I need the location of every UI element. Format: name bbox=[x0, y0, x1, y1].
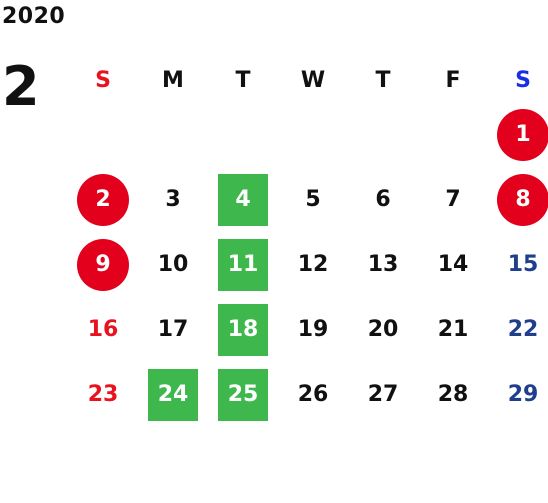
calendar-day-saturday[interactable]: 22 bbox=[488, 297, 548, 362]
day-number: 15 bbox=[507, 252, 539, 277]
day-number: 20 bbox=[367, 317, 399, 342]
day-number: 27 bbox=[367, 382, 399, 407]
day-number: 11 bbox=[218, 238, 268, 291]
calendar-empty-cell bbox=[208, 102, 278, 167]
calendar-day-monday[interactable]: 17 bbox=[138, 297, 208, 362]
day-number: 26 bbox=[297, 382, 329, 407]
calendar-day-monday[interactable]: 10 bbox=[138, 232, 208, 297]
calendar-day-wednesday[interactable]: 26 bbox=[278, 362, 348, 427]
calendar-day-thursday[interactable]: 6 bbox=[348, 167, 418, 232]
calendar-day-friday[interactable]: 14 bbox=[418, 232, 488, 297]
day-number: 22 bbox=[507, 317, 539, 342]
calendar-day-thursday[interactable]: 13 bbox=[348, 232, 418, 297]
day-number: 9 bbox=[77, 238, 129, 291]
calendar-day-tuesday[interactable]: 25 bbox=[208, 362, 278, 427]
calendar-day-thursday[interactable]: 20 bbox=[348, 297, 418, 362]
calendar-day-friday[interactable]: 28 bbox=[418, 362, 488, 427]
calendar-day-friday[interactable]: 21 bbox=[418, 297, 488, 362]
calendar-day-sunday[interactable]: 16 bbox=[68, 297, 138, 362]
day-number: 4 bbox=[218, 173, 268, 226]
calendar-day-monday[interactable]: 3 bbox=[138, 167, 208, 232]
calendar-day-monday[interactable]: 24 bbox=[138, 362, 208, 427]
weekday-header-friday: F bbox=[445, 67, 461, 93]
weekday-header-tuesday: T bbox=[235, 67, 251, 93]
weekday-header-wednesday: W bbox=[300, 67, 326, 93]
calendar-grid: S M T W T F S 1 2 3 4 5 6 7 8 9 10 11 12 13 14 15 16 17 1… bbox=[68, 58, 548, 427]
day-number: 3 bbox=[165, 187, 181, 212]
day-number: 2 bbox=[77, 173, 129, 226]
day-number: 25 bbox=[218, 368, 268, 421]
calendar-day-wednesday[interactable]: 5 bbox=[278, 167, 348, 232]
day-number: 19 bbox=[297, 317, 329, 342]
weekday-header-saturday: S bbox=[515, 67, 531, 93]
day-number: 17 bbox=[157, 317, 189, 342]
day-number: 10 bbox=[157, 252, 189, 277]
day-number: 7 bbox=[445, 187, 461, 212]
month-number: 2 bbox=[2, 55, 40, 118]
day-number: 21 bbox=[437, 317, 469, 342]
day-number: 8 bbox=[497, 173, 548, 226]
calendar-empty-cell bbox=[68, 102, 138, 167]
calendar-day-sunday[interactable]: 9 bbox=[68, 232, 138, 297]
day-number: 6 bbox=[375, 187, 391, 212]
day-number: 12 bbox=[297, 252, 329, 277]
calendar-day-saturday[interactable]: 1 bbox=[488, 102, 548, 167]
calendar-day-thursday[interactable]: 27 bbox=[348, 362, 418, 427]
calendar-empty-cell bbox=[418, 102, 488, 167]
calendar-day-tuesday[interactable]: 4 bbox=[208, 167, 278, 232]
year-label: 2020 bbox=[2, 4, 66, 29]
calendar-day-sunday[interactable]: 2 bbox=[68, 167, 138, 232]
day-number: 13 bbox=[367, 252, 399, 277]
calendar-empty-cell bbox=[138, 102, 208, 167]
day-number: 5 bbox=[305, 187, 321, 212]
calendar-day-saturday[interactable]: 8 bbox=[488, 167, 548, 232]
weekday-header-thursday: T bbox=[375, 67, 391, 93]
day-number: 18 bbox=[218, 303, 268, 356]
calendar-day-wednesday[interactable]: 12 bbox=[278, 232, 348, 297]
calendar-empty-cell bbox=[348, 102, 418, 167]
day-number: 28 bbox=[437, 382, 469, 407]
calendar-day-sunday[interactable]: 23 bbox=[68, 362, 138, 427]
day-number: 16 bbox=[87, 317, 119, 342]
calendar-day-tuesday[interactable]: 18 bbox=[208, 297, 278, 362]
day-number: 1 bbox=[497, 108, 548, 161]
weekday-header-monday: M bbox=[162, 67, 184, 93]
day-number: 24 bbox=[148, 368, 198, 421]
day-number: 29 bbox=[507, 382, 539, 407]
calendar-day-friday[interactable]: 7 bbox=[418, 167, 488, 232]
calendar-empty-cell bbox=[278, 102, 348, 167]
calendar-day-wednesday[interactable]: 19 bbox=[278, 297, 348, 362]
calendar-day-tuesday[interactable]: 11 bbox=[208, 232, 278, 297]
weekday-header-sunday: S bbox=[95, 67, 111, 93]
day-number: 23 bbox=[87, 382, 119, 407]
calendar-day-saturday[interactable]: 29 bbox=[488, 362, 548, 427]
day-number: 14 bbox=[437, 252, 469, 277]
calendar-day-saturday[interactable]: 15 bbox=[488, 232, 548, 297]
